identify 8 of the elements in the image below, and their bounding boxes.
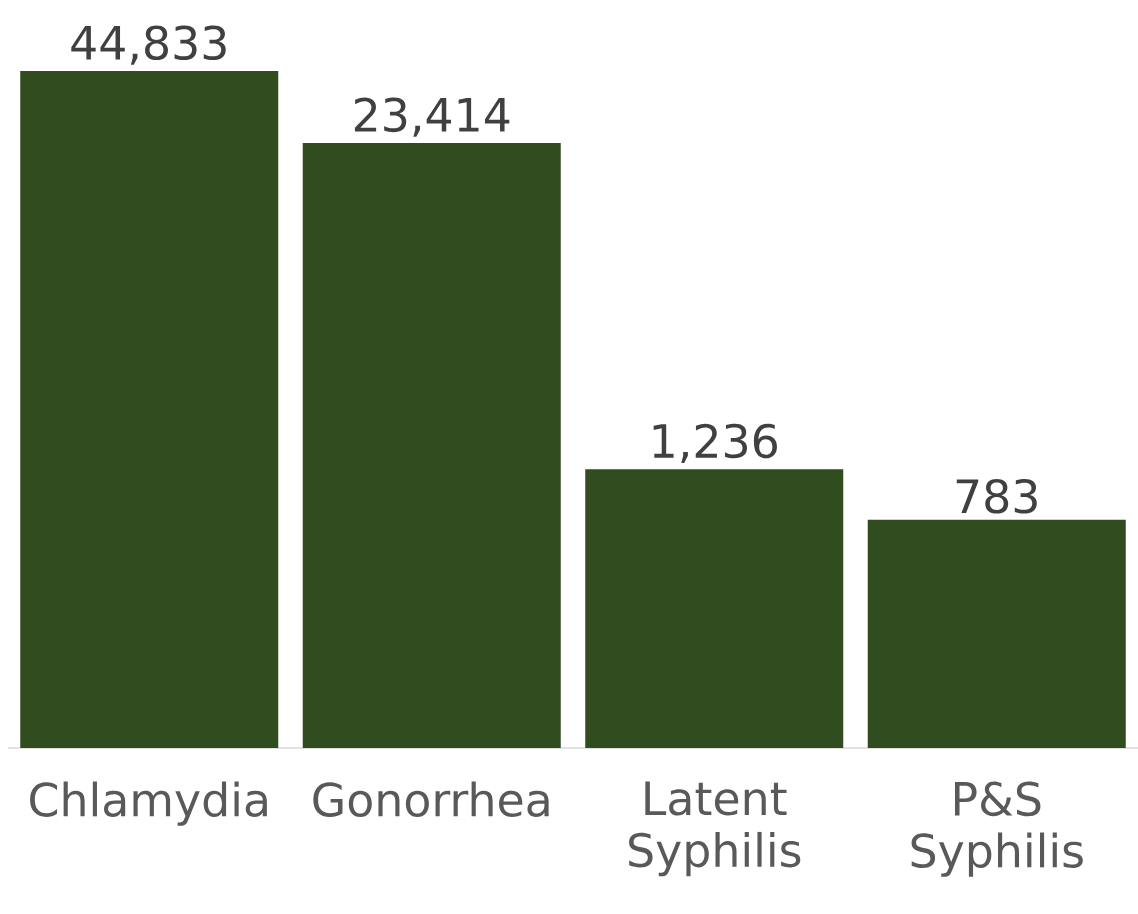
x-tick-label: Latent Syphilis — [629, 781, 801, 877]
x-tick-label: Gonorrhea — [313, 781, 549, 817]
data-label: 44,833 — [71, 25, 226, 65]
x-tick-label: P&S Syphilis — [911, 781, 1083, 877]
data-label: 783 — [956, 478, 1037, 514]
data-label: 1,236 — [653, 423, 777, 463]
x-tick-label: Chlamydia — [30, 781, 267, 826]
data-label: 23,414 — [354, 97, 510, 137]
